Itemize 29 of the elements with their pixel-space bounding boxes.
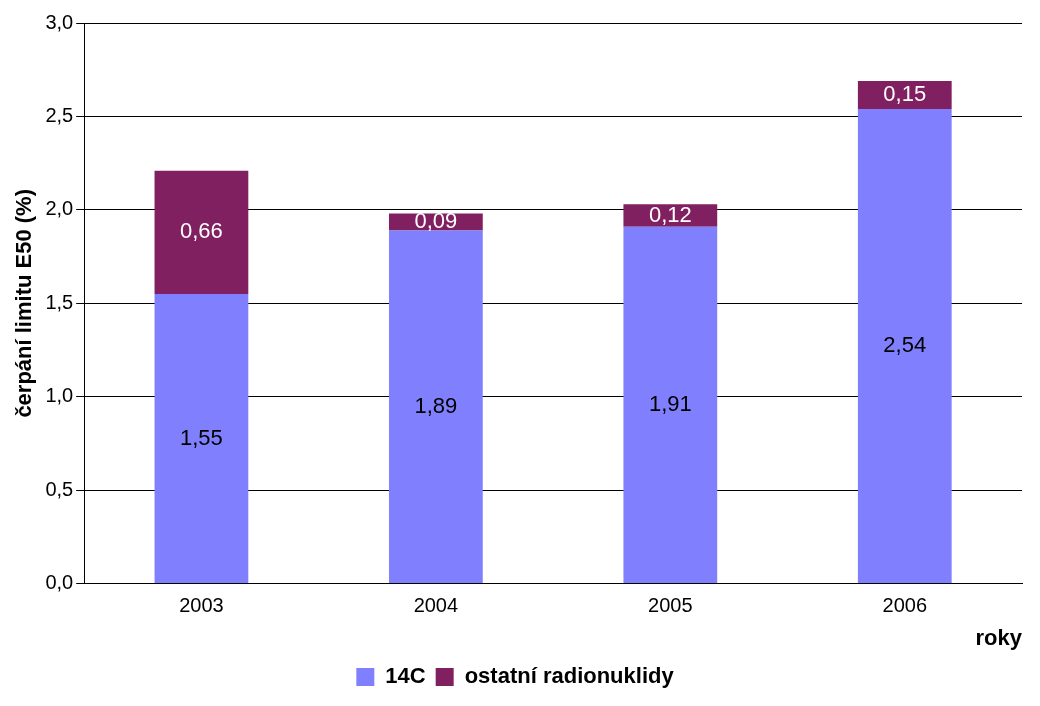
legend-label: ostatní radionuklidy	[464, 663, 675, 689]
y-tick-label: 1,0	[45, 384, 74, 407]
y-tick-label: 1,5	[45, 290, 74, 313]
x-tick-label: 2006	[882, 594, 928, 617]
legend-label: 14C	[385, 663, 426, 689]
bar	[154, 170, 249, 294]
y-axis-title: čerpání limitu E50 (%)	[11, 188, 37, 418]
y-tick-label: 2,5	[45, 103, 74, 126]
x-tick-label: 2003	[179, 594, 224, 617]
data-label: 1,91	[648, 390, 692, 416]
y-tick-label: 0,5	[45, 477, 74, 500]
data-label: 1,89	[414, 392, 458, 418]
data-label: 0,66	[180, 218, 223, 244]
data-label: 0,15	[883, 81, 927, 107]
bar	[857, 108, 952, 584]
bar	[388, 230, 483, 584]
x-tick-label: 2004	[413, 594, 459, 617]
data-label: 0,09	[414, 208, 458, 234]
x-axis-title: roky	[975, 624, 1023, 650]
x-tick-label: 2005	[648, 594, 693, 617]
data-label: 0,12	[648, 201, 692, 227]
y-tick-label: 0,0	[45, 571, 74, 594]
y-tick-label: 2,0	[45, 197, 74, 220]
bar	[623, 226, 718, 584]
y-tick-label: 3,0	[45, 10, 74, 33]
data-label: 1,55	[180, 424, 223, 450]
bar	[154, 293, 249, 584]
data-label: 2,54	[883, 332, 927, 358]
bar	[623, 204, 718, 227]
